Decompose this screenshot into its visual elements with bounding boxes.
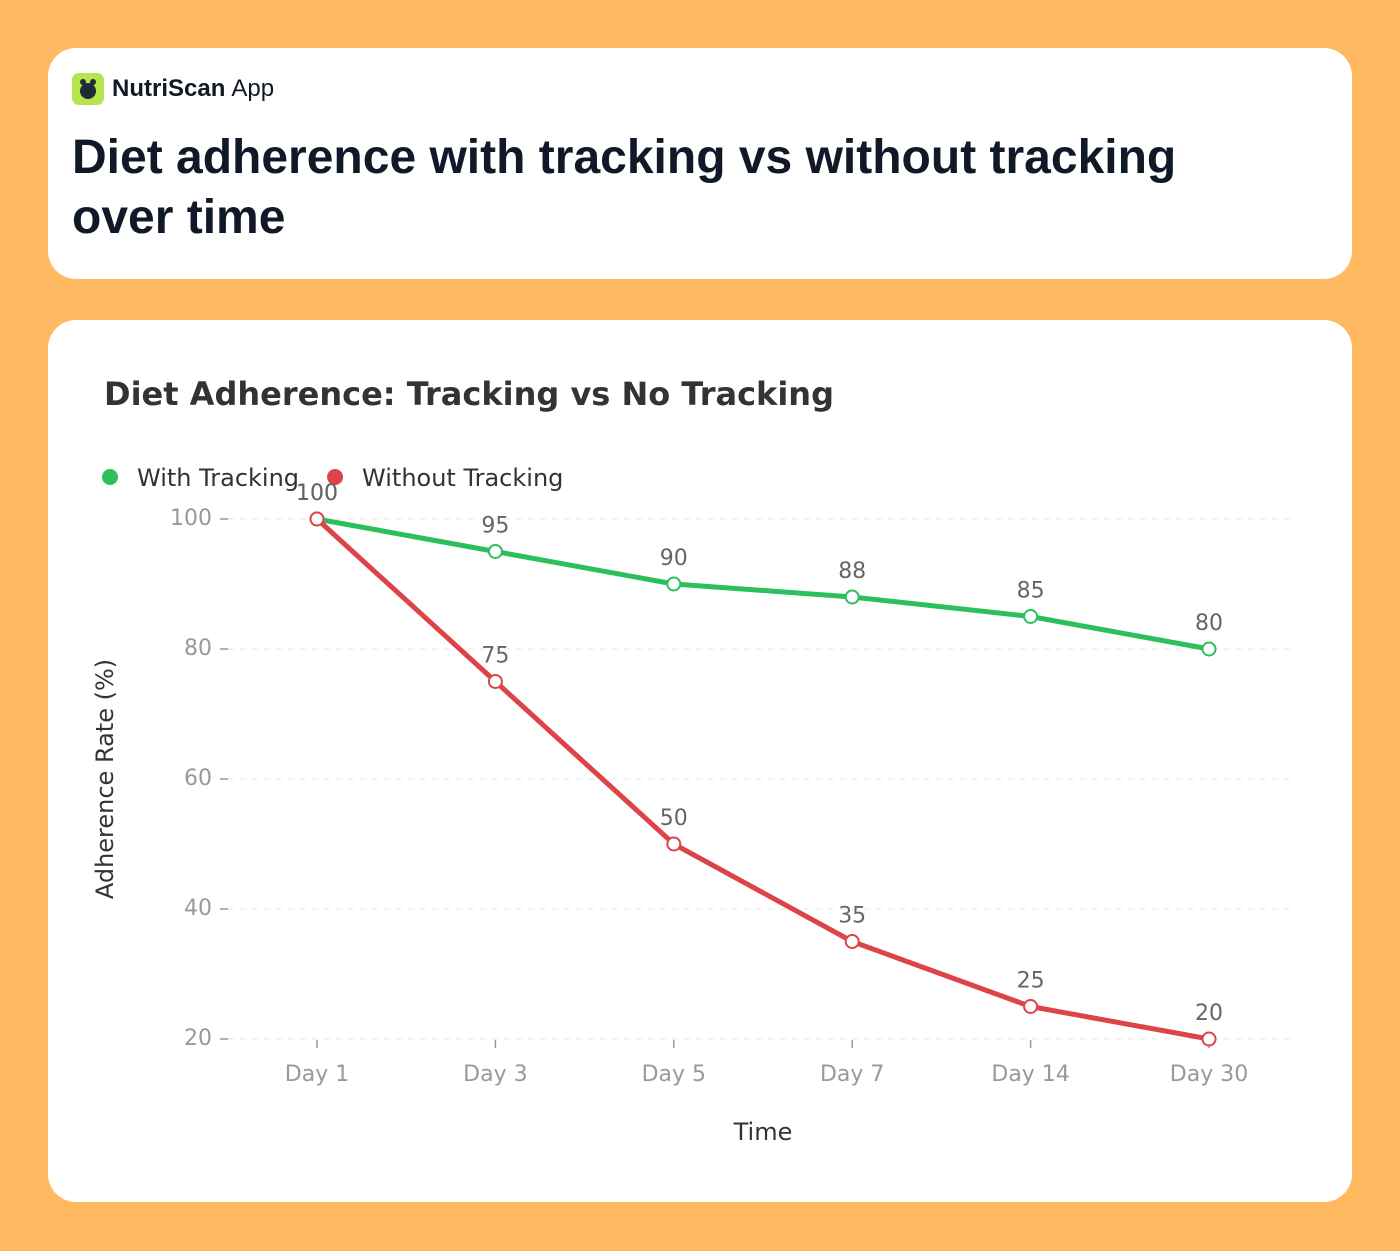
data-label: 100 xyxy=(296,481,338,506)
data-point xyxy=(844,589,860,605)
data-label: 35 xyxy=(838,904,866,929)
x-tick-label: Day 5 xyxy=(642,1062,706,1087)
brand: NutriScan App xyxy=(72,73,274,105)
series-line xyxy=(316,516,1210,652)
x-tick-label: Day 7 xyxy=(820,1062,884,1087)
x-axis-label: Time xyxy=(733,1118,793,1146)
data-label: 50 xyxy=(660,806,688,831)
x-tick-label: Day 3 xyxy=(463,1062,527,1087)
y-tick-label: 40 xyxy=(184,896,212,921)
logo-icon xyxy=(72,73,104,105)
data-label: 100 xyxy=(296,481,338,506)
legend-marker xyxy=(327,469,344,485)
data-label: 25 xyxy=(1017,969,1045,994)
brand-suffix: App xyxy=(231,75,275,102)
data-label: 85 xyxy=(1017,579,1045,604)
y-tick-label: 60 xyxy=(184,766,212,791)
chart-title: Diet Adherence: Tracking vs No Tracking xyxy=(104,375,834,413)
legend-marker xyxy=(102,469,118,485)
data-label: 95 xyxy=(481,514,509,539)
chart-card xyxy=(48,320,1352,1202)
x-tick-label: Day 14 xyxy=(991,1062,1069,1087)
data-label: 20 xyxy=(1195,1001,1223,1026)
data-point xyxy=(1201,1031,1217,1047)
data-label: 88 xyxy=(838,559,866,584)
legend-label: With Tracking xyxy=(137,464,299,492)
data-point xyxy=(666,836,682,852)
x-tick-label: Day 30 xyxy=(1170,1062,1248,1087)
data-point xyxy=(1023,609,1039,624)
y-tick-label: 20 xyxy=(184,1026,212,1051)
data-point xyxy=(309,511,325,527)
header-card: NutriScan App Diet adherence with tracki… xyxy=(48,48,1352,279)
data-label: 75 xyxy=(481,644,509,669)
legend-label: Without Tracking xyxy=(362,464,563,492)
data-label: 80 xyxy=(1195,611,1223,636)
y-tick-label: 80 xyxy=(184,636,212,661)
data-point xyxy=(1201,641,1217,657)
series-line xyxy=(315,517,1210,1042)
data-point xyxy=(1023,999,1039,1014)
data-label: 90 xyxy=(660,546,688,571)
y-tick-label: 100 xyxy=(170,506,212,531)
y-axis-label: Adherence Rate (%) xyxy=(91,659,119,899)
x-tick-label: Day 1 xyxy=(285,1062,349,1087)
page-title: Diet adherence with tracking vs without … xyxy=(72,131,1177,244)
data-point xyxy=(487,544,503,559)
data-point xyxy=(844,934,860,949)
data-point xyxy=(666,576,682,592)
brand-name: NutriScan xyxy=(112,75,226,102)
data-point xyxy=(487,674,503,689)
